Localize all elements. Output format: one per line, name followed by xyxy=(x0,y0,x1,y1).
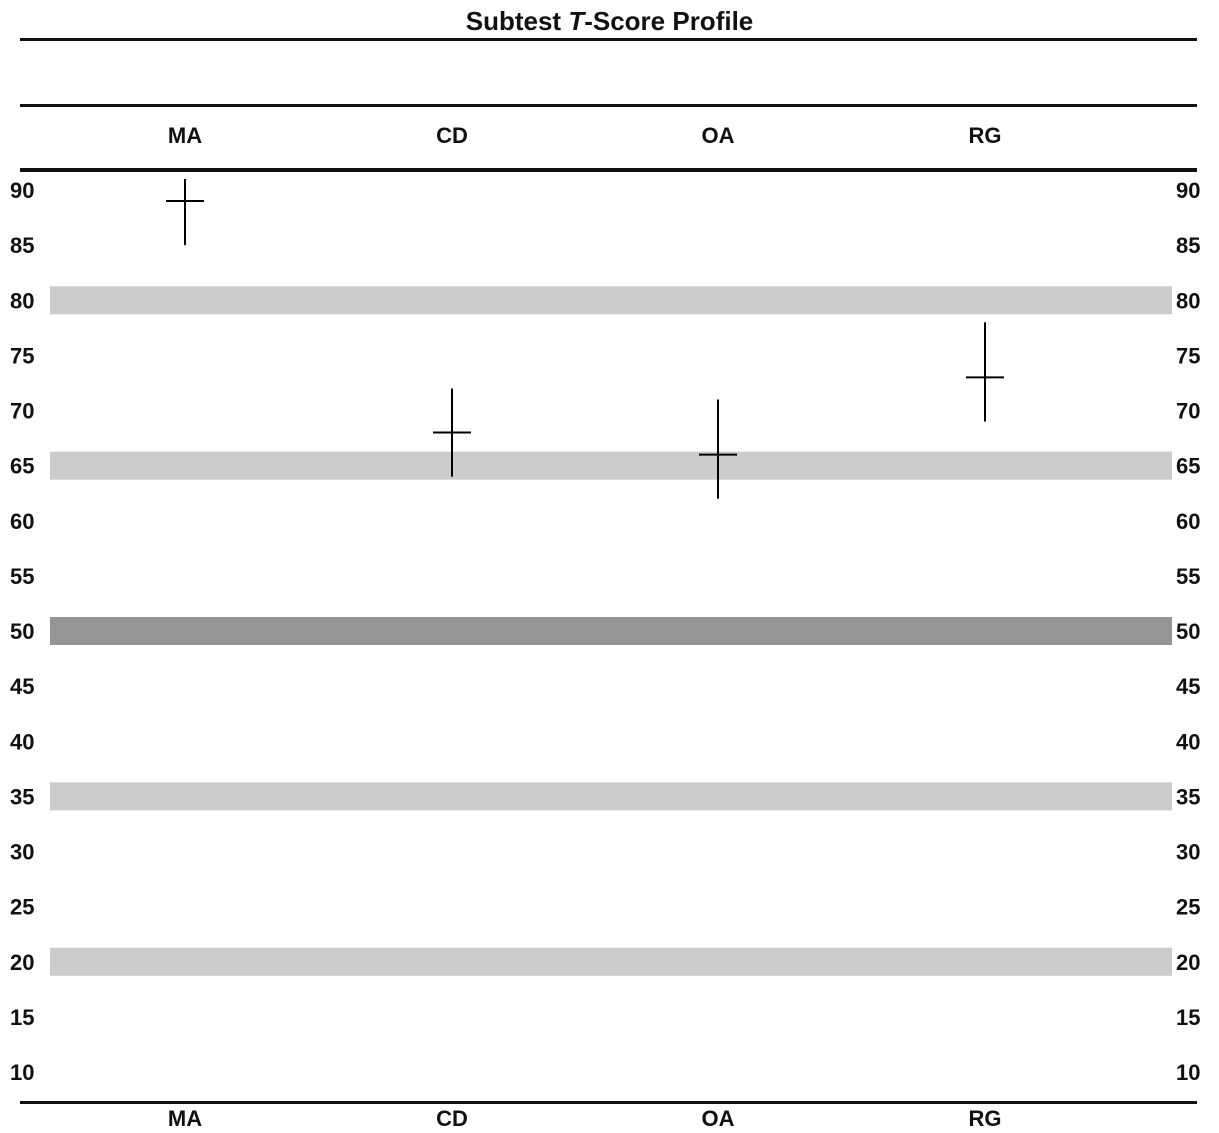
y-tick-left-90: 90 xyxy=(10,178,34,203)
y-tick-left-35: 35 xyxy=(10,784,34,809)
category-label-bottom-ma: MA xyxy=(168,1106,202,1131)
y-tick-right-50: 50 xyxy=(1176,619,1200,644)
score-marker-ma xyxy=(166,178,204,246)
y-tick-left-45: 45 xyxy=(10,674,34,699)
y-tick-right-90: 90 xyxy=(1176,178,1200,203)
band-80 xyxy=(50,286,1172,315)
y-tick-left-50: 50 xyxy=(10,619,34,644)
score-marker-rg xyxy=(966,322,1004,422)
y-tick-right-85: 85 xyxy=(1176,233,1200,258)
y-tick-right-70: 70 xyxy=(1176,399,1200,424)
category-label-bottom-rg: RG xyxy=(969,1106,1002,1131)
category-label-top-rg: RG xyxy=(969,123,1002,148)
chart-title-part-1: Subtest xyxy=(465,6,569,36)
footer-rule xyxy=(20,1101,1197,1104)
header-bottom-rule xyxy=(20,168,1197,172)
y-tick-right-55: 55 xyxy=(1176,564,1200,589)
score-marker-oa xyxy=(699,399,737,499)
y-tick-left-65: 65 xyxy=(10,454,34,479)
y-tick-right-30: 30 xyxy=(1176,840,1200,865)
y-tick-right-65: 65 xyxy=(1176,454,1200,479)
y-tick-left-55: 55 xyxy=(10,564,34,589)
score-marker-cd xyxy=(433,388,471,477)
y-tick-left-40: 40 xyxy=(10,729,34,754)
header-top-rule xyxy=(20,104,1197,107)
y-tick-left-25: 25 xyxy=(10,895,34,920)
chart-title-part-2: T xyxy=(568,6,585,36)
title-rule xyxy=(20,38,1197,41)
chart-title-part-3: -Score Profile xyxy=(584,6,754,36)
y-tick-right-10: 10 xyxy=(1176,1060,1200,1085)
category-label-top-cd: CD xyxy=(436,123,468,148)
y-tick-right-45: 45 xyxy=(1176,674,1200,699)
y-tick-left-75: 75 xyxy=(10,343,34,368)
y-tick-left-20: 20 xyxy=(10,950,34,975)
y-tick-left-10: 10 xyxy=(10,1060,34,1085)
chart-title: Subtest T-Score Profile xyxy=(0,5,1219,37)
y-tick-left-80: 80 xyxy=(10,288,34,313)
category-label-bottom-cd: CD xyxy=(436,1106,468,1131)
y-tick-right-25: 25 xyxy=(1176,895,1200,920)
band-20 xyxy=(50,947,1172,976)
y-tick-right-60: 60 xyxy=(1176,509,1200,534)
category-label-top-ma: MA xyxy=(168,123,202,148)
y-tick-right-75: 75 xyxy=(1176,343,1200,368)
band-65 xyxy=(50,451,1172,480)
y-tick-left-15: 15 xyxy=(10,1005,34,1030)
category-label-top-oa: OA xyxy=(702,123,735,148)
y-tick-right-20: 20 xyxy=(1176,950,1200,975)
y-tick-left-60: 60 xyxy=(10,509,34,534)
y-tick-left-85: 85 xyxy=(10,233,34,258)
y-tick-right-80: 80 xyxy=(1176,288,1200,313)
band-35 xyxy=(50,782,1172,811)
band-50 xyxy=(50,617,1172,645)
y-tick-left-30: 30 xyxy=(10,840,34,865)
category-label-bottom-oa: OA xyxy=(702,1106,735,1131)
y-tick-right-40: 40 xyxy=(1176,729,1200,754)
y-tick-left-70: 70 xyxy=(10,399,34,424)
y-tick-right-15: 15 xyxy=(1176,1005,1200,1030)
y-tick-right-35: 35 xyxy=(1176,784,1200,809)
